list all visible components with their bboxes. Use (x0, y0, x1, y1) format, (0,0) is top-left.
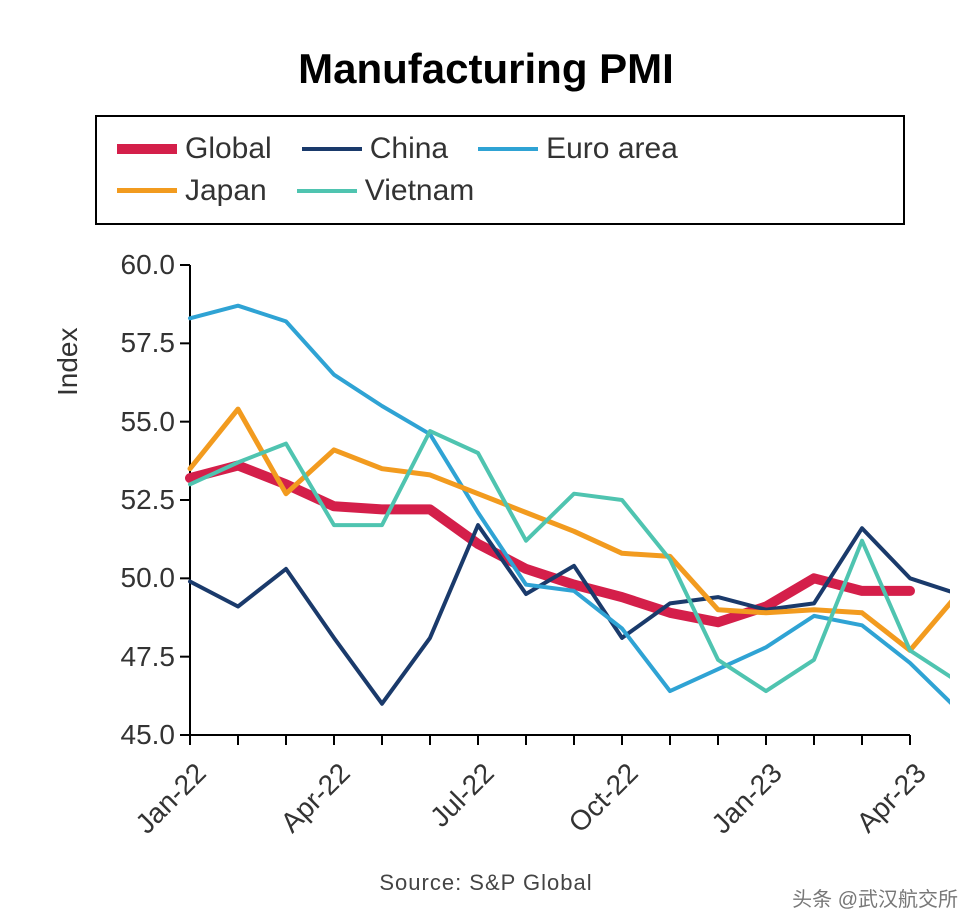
y-tick-label: 52.5 (95, 484, 175, 516)
series-line-euro-area (190, 306, 950, 710)
y-tick-label: 55.0 (95, 406, 175, 438)
legend-swatch (302, 147, 362, 151)
legend-item-vietnam: Vietnam (297, 171, 475, 211)
legend-label: Euro area (546, 132, 678, 166)
series-line-global (190, 466, 910, 623)
y-tick-label: 57.5 (95, 327, 175, 359)
y-tick-label: 45.0 (95, 719, 175, 751)
legend-swatch (117, 188, 177, 193)
chart-title: Manufacturing PMI (0, 45, 972, 93)
legend-label: Vietnam (365, 174, 475, 208)
legend-label: Global (185, 132, 272, 166)
legend-item-japan: Japan (117, 171, 267, 211)
legend-label: China (370, 132, 448, 166)
legend-swatch (297, 189, 357, 193)
series-line-vietnam (190, 431, 950, 691)
legend-swatch (117, 144, 177, 154)
plot-area (150, 225, 950, 775)
series-line-china (190, 525, 950, 704)
watermark: 头条 @武汉航交所 (792, 883, 958, 912)
legend: Global China Euro area Japan Vietnam (95, 115, 905, 225)
y-tick-label: 47.5 (95, 641, 175, 673)
legend-item-global: Global (117, 129, 272, 169)
legend-label: Japan (185, 174, 267, 208)
y-tick-label: 60.0 (95, 249, 175, 281)
chart-container: Manufacturing PMI Global China Euro area Ja… (0, 0, 972, 918)
series-line-japan (190, 409, 950, 650)
y-axis-label: Index (52, 328, 84, 397)
legend-item-euro-area: Euro area (478, 129, 678, 169)
legend-swatch (478, 147, 538, 151)
legend-item-china: China (302, 129, 448, 169)
y-tick-label: 50.0 (95, 562, 175, 594)
